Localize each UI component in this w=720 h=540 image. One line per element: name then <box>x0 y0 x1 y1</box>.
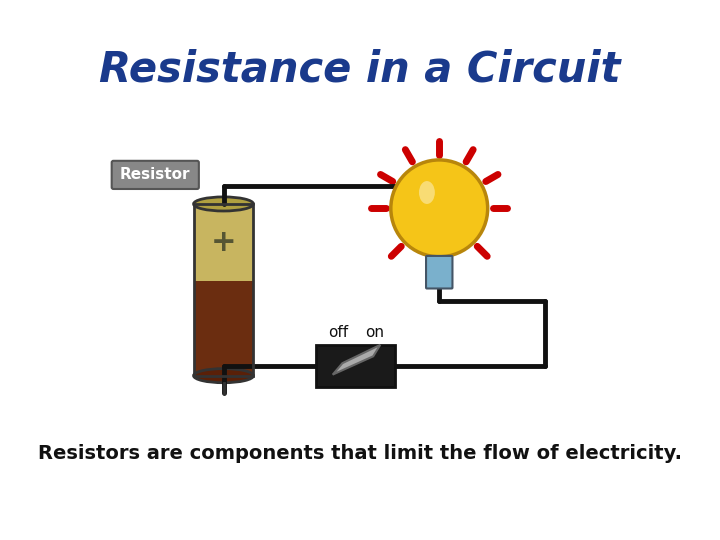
FancyBboxPatch shape <box>426 256 452 288</box>
Ellipse shape <box>419 181 435 204</box>
Ellipse shape <box>194 197 253 211</box>
Text: Resistors are components that limit the flow of electricity.: Resistors are components that limit the … <box>38 444 682 463</box>
Text: Resistance in a Circuit: Resistance in a Circuit <box>99 48 621 90</box>
Bar <box>194 204 253 376</box>
Text: off: off <box>328 326 348 340</box>
Polygon shape <box>333 345 380 375</box>
FancyBboxPatch shape <box>112 161 199 189</box>
Text: Resistor: Resistor <box>120 167 191 183</box>
Bar <box>194 204 253 281</box>
Ellipse shape <box>194 369 253 383</box>
Bar <box>316 345 395 387</box>
Circle shape <box>391 160 487 257</box>
Text: on: on <box>366 326 384 340</box>
Bar <box>194 281 253 376</box>
Text: +: + <box>211 228 236 257</box>
